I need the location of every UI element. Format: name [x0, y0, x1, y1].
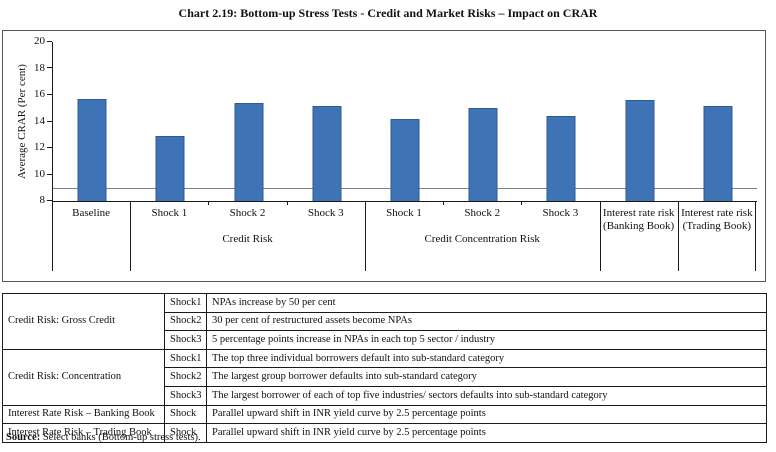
table-cell-shock: Shock3: [164, 330, 207, 350]
axis-tick-minor: [208, 201, 210, 205]
y-tick-label: 10: [34, 167, 45, 180]
x-category-label: Shock 1: [386, 207, 422, 219]
table-cell-description: Parallel upward shift in INR yield curve…: [206, 404, 767, 425]
table-cell-shock: Shock2: [164, 311, 207, 332]
axis-separator-major: [677, 201, 679, 271]
table-cell-shock: Shock3: [164, 385, 207, 406]
axis-separator-major: [755, 201, 756, 271]
x-category-label: Interest rate risk (Banking Book): [602, 207, 675, 232]
x-axis-area: Baseline Shock 1 Shock 2 Shock 3 Shock 1 Shoc…: [52, 201, 756, 279]
x-category-label: Shock 3: [307, 207, 344, 219]
y-tick-mark: [47, 200, 52, 201]
x-category-label: Shock 1: [151, 207, 188, 219]
table-cell-description: NPAs increase by 50 per cent: [206, 293, 767, 313]
axis-separator-major: [52, 201, 53, 271]
x-category-label: Baseline: [72, 207, 111, 219]
bar-shock-2: [234, 102, 264, 201]
y-tick-mark: [47, 41, 52, 42]
x-category-labels: Baseline Shock 1 Shock 2 Shock 3 Shock 1 Shoc…: [52, 201, 756, 233]
table-row: Interest Rate Risk – Trading Book Shock …: [2, 423, 767, 443]
table-cell-shock: Shock: [164, 404, 207, 425]
y-tick-label: 12: [34, 141, 45, 153]
table-row: Shock3 The largest borrower of each of t…: [3, 385, 767, 406]
table-cell-category: Interest Rate Risk – Banking Book: [2, 404, 165, 425]
axis-tick-minor: [443, 201, 445, 205]
y-tick-mark: [47, 93, 52, 95]
x-group-label: Credit Risk: [222, 233, 273, 245]
table-cell-description: The largest group borrower defaults into…: [206, 367, 767, 387]
table-row: Credit Risk: Gross Credit Shock1 NPAs in…: [2, 293, 767, 350]
y-tick-mark: [47, 146, 52, 148]
source-note: Source: Select banks (Bottom-up stress t…: [6, 432, 201, 443]
bar-shock-1: [390, 118, 420, 201]
table-row: Credit Risk: Concentration Shock1 The to…: [2, 348, 767, 406]
y-tick-mark: [47, 173, 52, 175]
y-tick-label: 14: [34, 114, 45, 127]
y-tick-label: 8: [39, 194, 46, 206]
x-group-label: Credit Concentration Risk: [424, 233, 540, 245]
x-category-label: Interest rate risk (Trading Book): [681, 207, 753, 232]
table-cell-description: The top three individual borrowers defau…: [206, 348, 767, 369]
y-tick-label: 20: [34, 35, 45, 47]
bar-shock-3: [546, 116, 576, 201]
bar-interest-rate-risk-trading-book-: [703, 105, 733, 201]
source-label: Source:: [6, 432, 41, 443]
table-cell-shock: Shock1: [164, 348, 207, 369]
table-row: Shock2 30 per cent of restructured asset…: [3, 311, 767, 332]
bar-interest-rate-risk-banking-book-: [625, 100, 655, 201]
table-cell-description: Parallel upward shift in INR yield curve…: [206, 423, 767, 443]
y-tick-mark: [47, 120, 52, 122]
x-category-label: Shock 2: [464, 207, 501, 219]
table-cell-shock: Shock2: [164, 367, 207, 387]
source-text: Select banks (Bottom-up stress tests).: [42, 432, 201, 443]
y-tick-mark: [47, 67, 52, 69]
table-cell-category: Interest Rate Risk – Trading Book: [2, 423, 165, 443]
x-category-label: Shock 3: [542, 207, 579, 219]
table-row: Shock3 5 percentage points increase in N…: [3, 330, 767, 350]
shock-definitions-table: Credit Risk: Gross Credit Shock1 NPAs in…: [2, 293, 767, 443]
bar-baseline: [77, 98, 107, 201]
chart-frame: Average CRAR (Per cent) 8 10 12 14 16 18 20 Ba…: [2, 30, 766, 282]
axis-separator-major: [599, 201, 601, 271]
table-cell-description: 5 percentage points increase in NPAs in …: [206, 330, 767, 350]
table-row: Interest Rate Risk – Banking Book Shock …: [2, 404, 767, 425]
bar-shock-2: [468, 108, 498, 201]
x-category-label: Shock 2: [229, 207, 266, 219]
table-cell-description: The largest borrower of each of top five…: [206, 385, 767, 406]
chart-title: Chart 2.19: Bottom-up Stress Tests - Cre…: [178, 6, 598, 20]
axis-separator-major: [364, 201, 366, 271]
table-cell-shock: Shock1: [164, 293, 207, 313]
axis-tick-minor: [286, 201, 288, 205]
bar-shock-1: [155, 136, 185, 201]
y-tick-label: 16: [34, 88, 45, 100]
plot-area: 8 10 12 14 16 18 20: [34, 35, 757, 206]
bar-shock-3: [312, 105, 342, 201]
table-cell-category: Credit Risk: Gross Credit: [2, 293, 165, 350]
table-cell-description: 30 per cent of restructured assets becom…: [206, 311, 767, 332]
table-row: Shock2 The largest group borrower defaul…: [3, 367, 767, 387]
axis-tick-minor: [521, 201, 523, 205]
table-cell-category: Credit Risk: Concentration: [2, 348, 165, 406]
y-tick-label: 18: [34, 61, 45, 74]
axis-separator-major: [130, 201, 132, 271]
